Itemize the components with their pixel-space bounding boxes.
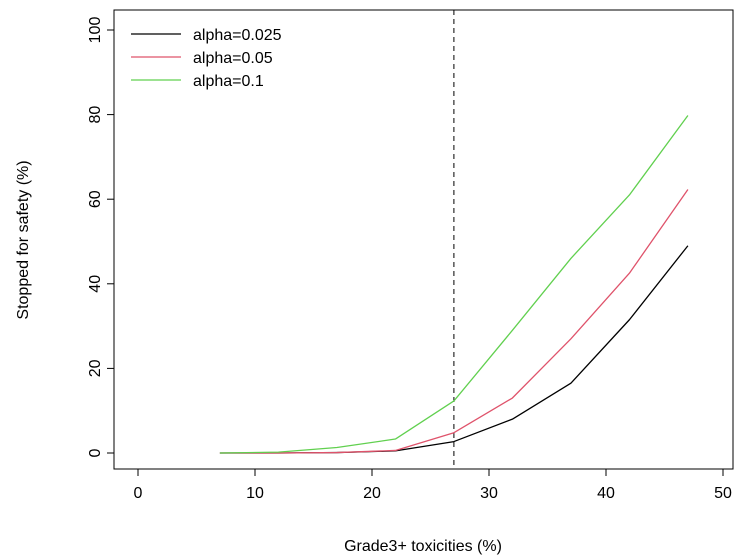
y-axis-title: Stopped for safety (%): [15, 160, 32, 319]
y-axis: 0 20 40 60 80 100: [87, 17, 115, 457]
x-tick-label: 40: [597, 485, 615, 502]
x-tick-label: 50: [714, 485, 732, 502]
y-tick-label: 20: [87, 359, 104, 377]
legend: alpha=0.025 alpha=0.05 alpha=0.1: [131, 27, 282, 90]
x-tick-label: 10: [246, 485, 264, 502]
series-line-1: [219, 245, 689, 454]
legend-label: alpha=0.025: [193, 27, 282, 44]
legend-label: alpha=0.1: [193, 73, 264, 90]
series-line-2: [219, 189, 689, 454]
x-tick-label: 30: [480, 485, 498, 502]
legend-label: alpha=0.05: [193, 50, 273, 67]
y-tick-label: 100: [87, 17, 104, 44]
y-tick-label: 60: [87, 190, 104, 208]
y-tick-label: 40: [87, 275, 104, 293]
x-tick-label: 0: [134, 485, 143, 502]
y-tick-label: 80: [87, 106, 104, 124]
x-axis: 0 10 20 30 40 50: [134, 468, 732, 502]
y-tick-label: 0: [87, 448, 104, 457]
series-lines: [219, 115, 689, 454]
series-line-3: [219, 115, 689, 454]
x-axis-title: Grade3+ toxicities (%): [344, 538, 502, 555]
x-tick-label: 20: [363, 485, 381, 502]
